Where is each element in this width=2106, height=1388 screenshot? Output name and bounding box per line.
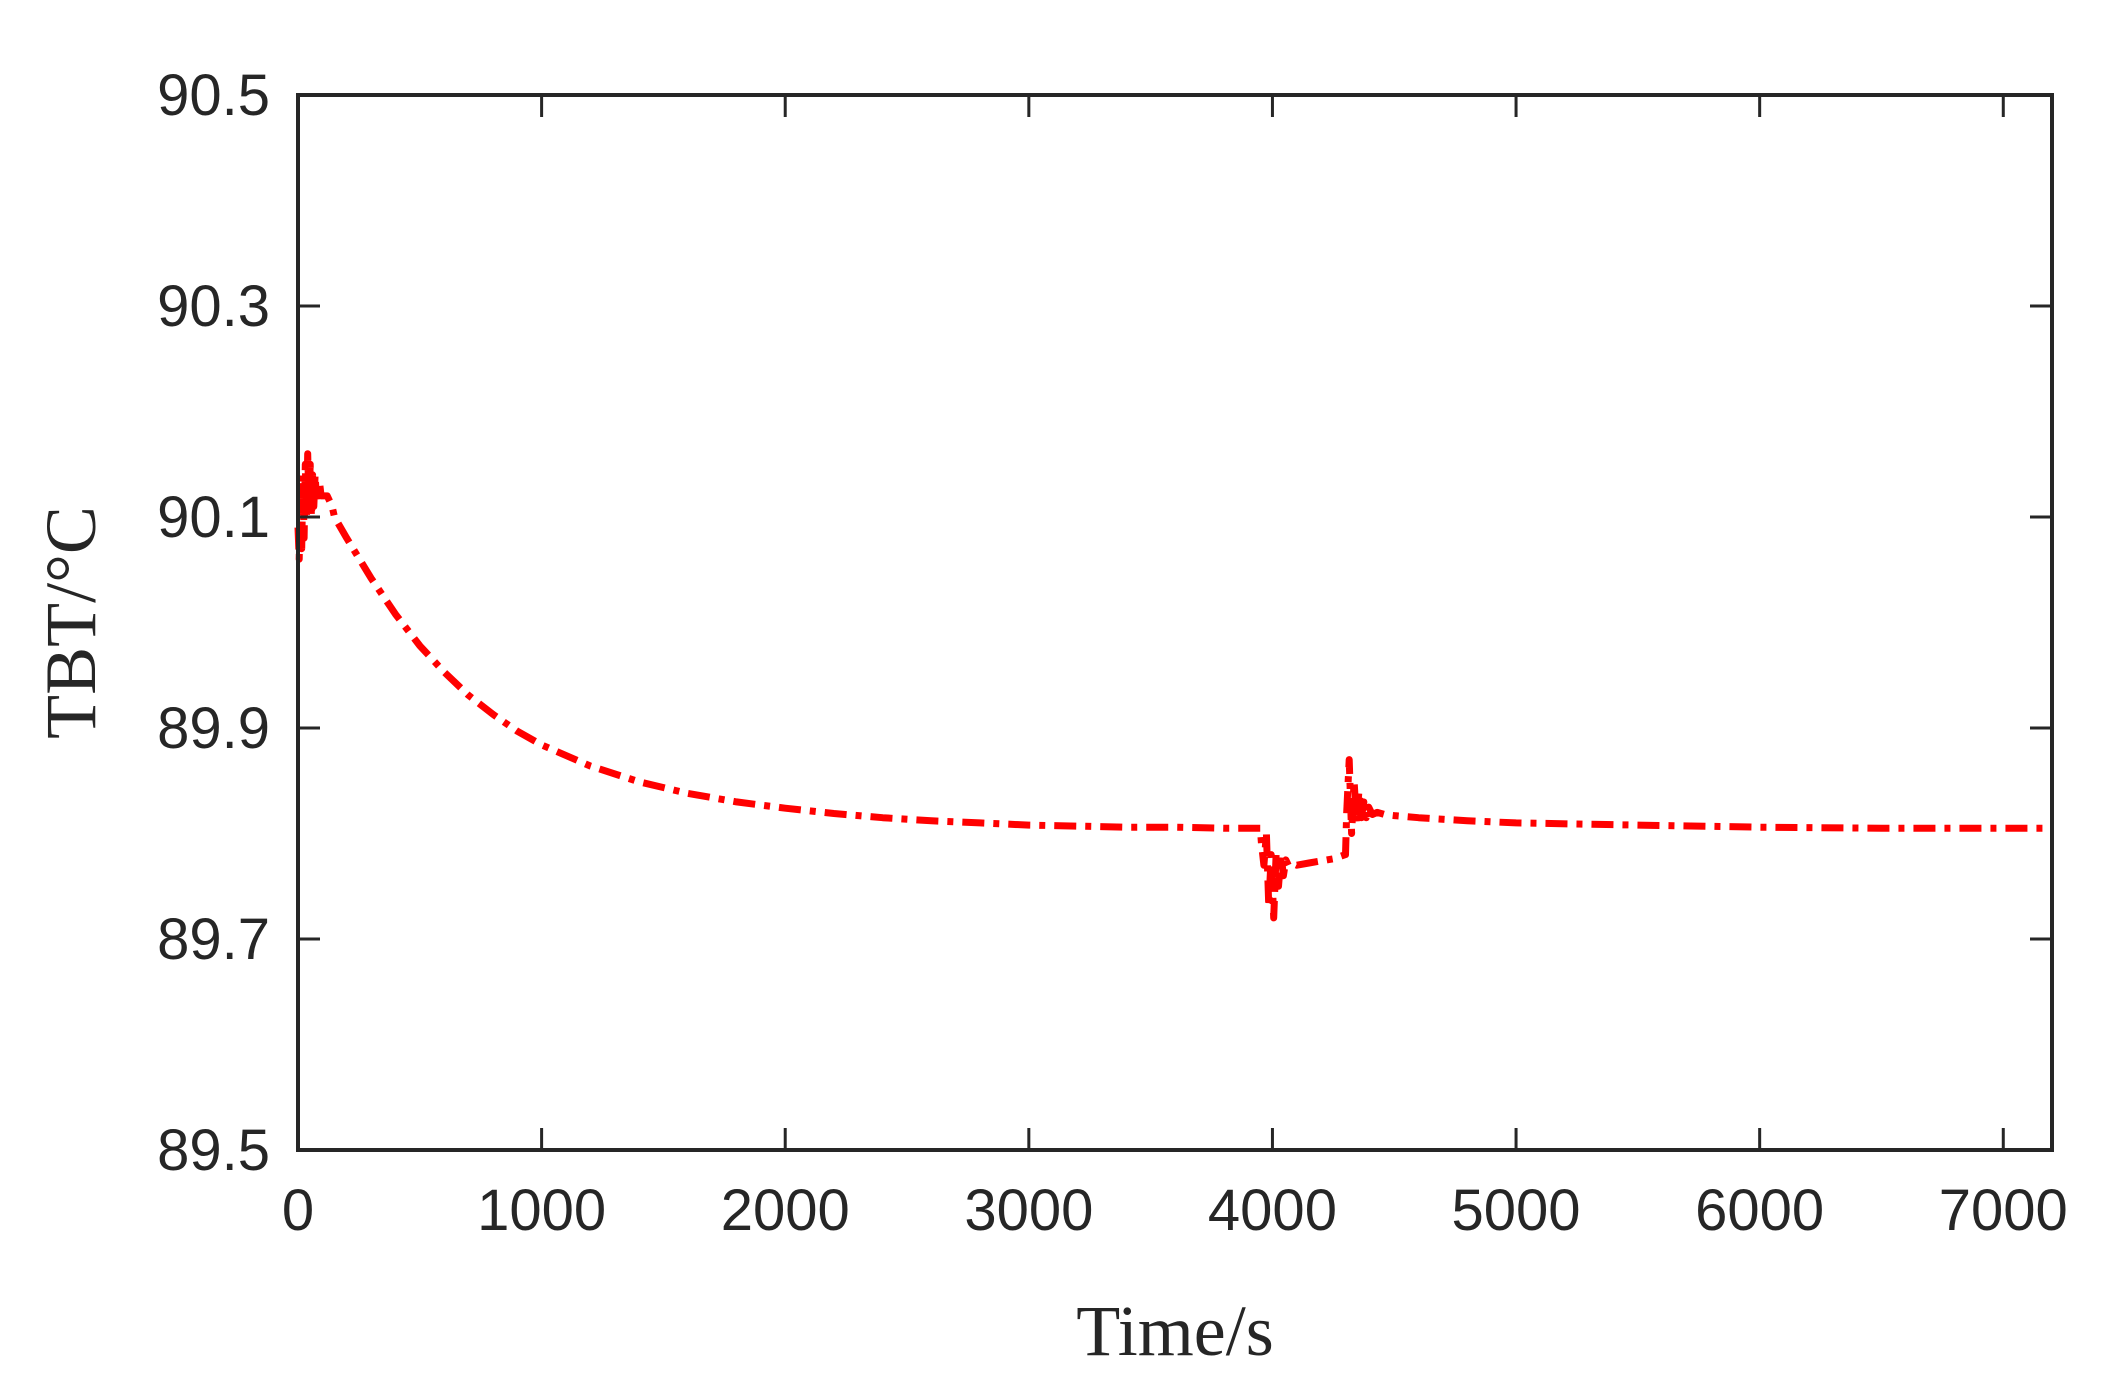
y-axis-title: TBT/°C bbox=[31, 506, 111, 739]
series-line bbox=[294, 450, 2052, 922]
y-tick-label: 89.9 bbox=[157, 696, 270, 761]
x-tick-label: 7000 bbox=[1939, 1178, 2068, 1243]
x-tick-label: 2000 bbox=[721, 1178, 850, 1243]
x-tick-label: 6000 bbox=[1695, 1178, 1824, 1243]
x-tick-label: 1000 bbox=[477, 1178, 606, 1243]
x-tick-label: 3000 bbox=[964, 1178, 1093, 1243]
x-tick-label: 5000 bbox=[1452, 1178, 1581, 1243]
series-layer bbox=[294, 450, 2052, 922]
y-tick-label: 89.7 bbox=[157, 907, 270, 972]
y-tick-label: 90.1 bbox=[157, 485, 270, 550]
y-tick-label: 89.5 bbox=[157, 1118, 270, 1183]
x-tick-label: 4000 bbox=[1208, 1178, 1337, 1243]
tick-layer: 0 1000 2000 3000 4000 5000 6000 7000 89.5 89.7 89.… bbox=[157, 63, 2068, 1243]
y-tick-label: 90.3 bbox=[157, 274, 270, 339]
x-tick-label: 0 bbox=[282, 1178, 314, 1243]
x-axis-title: Time/s bbox=[1076, 1291, 1273, 1371]
y-tick-label: 90.5 bbox=[157, 63, 270, 128]
plot-area-frame bbox=[296, 93, 2054, 1152]
